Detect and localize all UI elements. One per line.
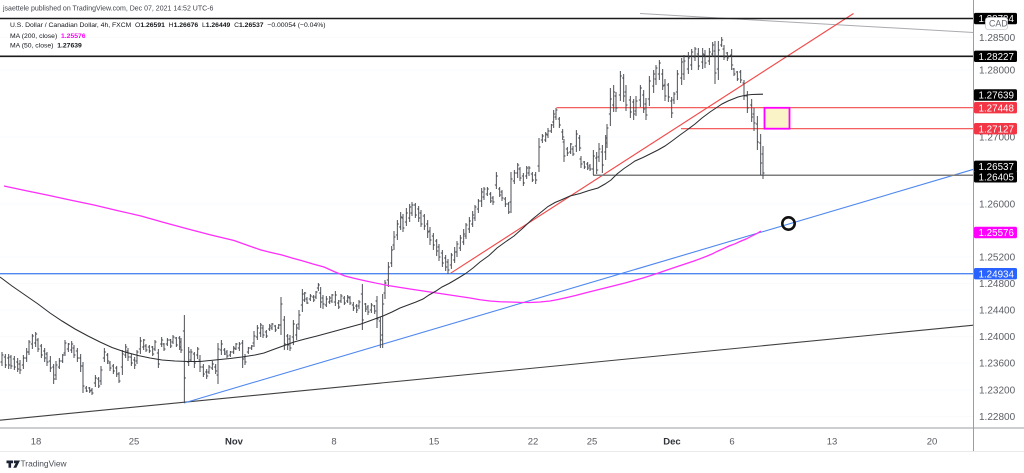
svg-text:1.27000: 1.27000 — [979, 132, 1016, 143]
svg-text:1.24800: 1.24800 — [979, 279, 1016, 290]
svg-text:20: 20 — [927, 437, 938, 448]
svg-text:1.25576: 1.25576 — [979, 228, 1015, 239]
svg-text:1.26405: 1.26405 — [979, 172, 1015, 183]
svg-text:U.S. Dollar / Canadian Dollar,: U.S. Dollar / Canadian Dollar, 4h, FXCM … — [10, 22, 326, 29]
svg-text:1.28227: 1.28227 — [979, 52, 1014, 63]
svg-text:TradingView: TradingView — [21, 458, 68, 468]
svg-text:8: 8 — [331, 437, 336, 448]
svg-text:1.28500: 1.28500 — [979, 33, 1016, 44]
svg-text:MA (200, close) 1.25576: MA (200, close) 1.25576 — [10, 33, 86, 40]
svg-text:1.27448: 1.27448 — [979, 103, 1015, 114]
svg-text:jsaettele published on Trading: jsaettele published on TradingView.com, … — [2, 6, 213, 13]
svg-text:CAD: CAD — [989, 19, 1008, 29]
svg-text:1.24934: 1.24934 — [979, 269, 1015, 280]
svg-text:1.23200: 1.23200 — [979, 385, 1016, 396]
svg-text:1.25200: 1.25200 — [979, 252, 1016, 263]
svg-text:1.26000: 1.26000 — [979, 199, 1016, 210]
svg-text:22: 22 — [528, 437, 539, 448]
svg-text:1.22800: 1.22800 — [979, 412, 1016, 423]
svg-text:1.27639: 1.27639 — [979, 91, 1014, 102]
svg-text:1.27127: 1.27127 — [979, 124, 1014, 135]
svg-text:Nov: Nov — [225, 437, 244, 448]
svg-text:13: 13 — [827, 437, 838, 448]
svg-text:1.23600: 1.23600 — [979, 358, 1016, 369]
svg-text:25: 25 — [587, 437, 598, 448]
svg-text:15: 15 — [429, 437, 440, 448]
svg-text:6: 6 — [729, 437, 734, 448]
svg-text:Dec: Dec — [663, 437, 680, 448]
svg-text:25: 25 — [129, 437, 140, 448]
svg-text:1.24400: 1.24400 — [979, 305, 1016, 316]
svg-text:1.24000: 1.24000 — [979, 332, 1016, 343]
svg-text:18: 18 — [31, 437, 42, 448]
svg-text:1.28000: 1.28000 — [979, 65, 1016, 76]
svg-text:MA (50, close) 1.27639: MA (50, close) 1.27639 — [10, 43, 82, 50]
svg-text:1.26537: 1.26537 — [979, 162, 1014, 173]
